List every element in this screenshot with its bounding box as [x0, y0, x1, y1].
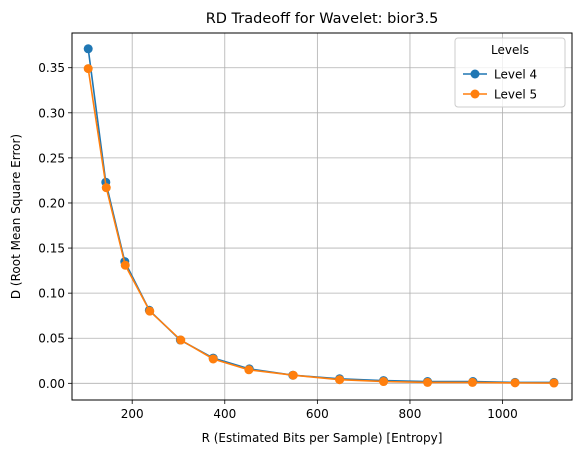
x-axis-label: R (Estimated Bits per Sample) [Entropy] [202, 431, 443, 445]
data-point [335, 375, 345, 385]
x-tick-label: 400 [213, 407, 236, 421]
legend: Levels Level 4 Level 5 [454, 37, 566, 108]
y-tick-label: 0.25 [38, 151, 65, 165]
chart-title: RD Tradeoff for Wavelet: bior3.5 [206, 11, 439, 27]
legend-entry: Level 4 [463, 68, 537, 82]
plot-area [71, 32, 573, 401]
data-point [288, 370, 298, 380]
data-point [145, 306, 155, 316]
series-group [83, 44, 559, 388]
data-point [379, 377, 389, 387]
x-tick-label: 200 [121, 407, 144, 421]
y-tick-label: 0.10 [38, 287, 65, 301]
axis-ticks: 200 400 600 800 1000 0.00 0.05 0.10 0.15 0.20 0.25… [38, 61, 518, 421]
legend-swatch-marker [470, 69, 480, 79]
legend-entry: Level 5 [463, 88, 537, 102]
y-tick-label: 0.05 [38, 332, 65, 346]
legend-box [454, 37, 566, 108]
y-axis-label: D (Root Mean Square Error) [9, 134, 23, 299]
y-tick-label: 0.30 [38, 106, 65, 120]
grid [72, 33, 572, 400]
y-tick-label: 0.20 [38, 196, 65, 210]
x-tick-label: 600 [306, 407, 329, 421]
legend-label: Level 5 [494, 88, 537, 102]
data-point [176, 335, 186, 345]
data-point [549, 378, 559, 388]
x-tick-label: 1000 [487, 407, 518, 421]
legend-title: Levels [491, 43, 529, 57]
series-line [87, 68, 554, 384]
y-tick-label: 0.35 [38, 61, 65, 75]
data-point [101, 183, 111, 193]
data-point [423, 377, 433, 387]
series-2 [83, 64, 559, 388]
data-point [208, 354, 218, 364]
data-point [467, 377, 477, 387]
data-point [510, 378, 520, 388]
legend-swatch-marker [470, 89, 480, 99]
y-tick-label: 0.00 [38, 377, 65, 391]
data-point [244, 365, 254, 375]
y-tick-label: 0.15 [38, 242, 65, 256]
data-point [83, 64, 93, 74]
x-tick-label: 800 [399, 407, 422, 421]
data-point [83, 44, 93, 54]
legend-label: Level 4 [494, 68, 537, 82]
data-point [120, 260, 130, 270]
legend-entries: Level 4 Level 5 [463, 68, 537, 102]
